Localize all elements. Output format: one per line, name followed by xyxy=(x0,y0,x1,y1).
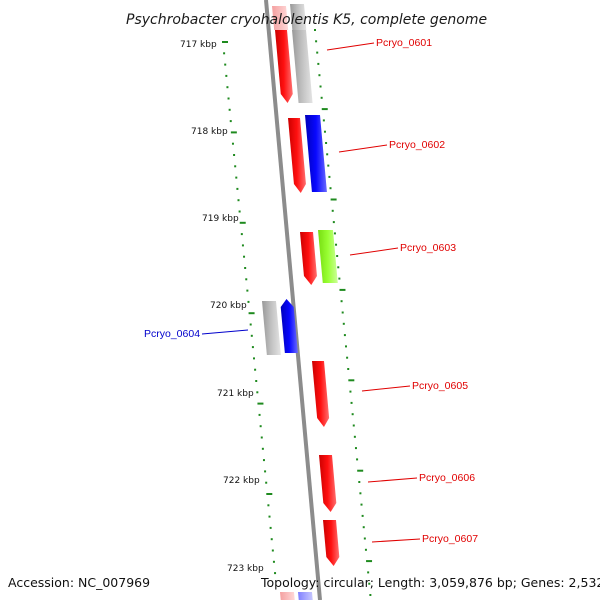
gene-label-pcryo-0604[interactable]: Pcryo_0604 xyxy=(144,328,200,340)
gene-arrow-pcryo-0601[interactable] xyxy=(275,30,293,103)
kbp-label: 719 kbp xyxy=(202,214,239,224)
label-leader-line xyxy=(371,538,421,543)
label-leader-line xyxy=(338,144,388,153)
kbp-label: 717 kbp xyxy=(180,40,217,50)
gene-feature-green[interactable] xyxy=(318,230,338,283)
gene-label-pcryo-0605[interactable]: Pcryo_0605 xyxy=(412,380,468,392)
gene-features xyxy=(262,4,340,600)
kbp-label: 722 kbp xyxy=(223,476,260,486)
topology-summary: Topology: circular; Length: 3,059,876 bp… xyxy=(260,575,600,590)
label-leader-lines xyxy=(201,42,421,543)
label-leader-line xyxy=(201,329,249,335)
gene-feature-grey[interactable] xyxy=(292,30,313,103)
kbp-label: 720 kbp xyxy=(210,301,247,311)
gene-labels: Pcryo_0601 Pcryo_0602 Pcryo_0603 Pcryo_0604… xyxy=(144,37,478,545)
gene-feature-grey[interactable] xyxy=(262,301,281,355)
gene-label-pcryo-0602[interactable]: Pcryo_0602 xyxy=(389,139,445,151)
kbp-label: 723 kbp xyxy=(227,564,264,574)
kbp-label: 721 kbp xyxy=(217,389,254,399)
gene-feature-partial[interactable] xyxy=(272,6,289,30)
gene-feature-partial[interactable] xyxy=(290,4,307,30)
label-leader-line xyxy=(326,42,375,51)
label-leader-line xyxy=(349,247,399,256)
gene-label-pcryo-0607[interactable]: Pcryo_0607 xyxy=(422,533,478,545)
kbp-label: 718 kbp xyxy=(191,127,228,137)
gene-label-pcryo-0603[interactable]: Pcryo_0603 xyxy=(400,242,456,254)
map-title: Psychrobacter cryohalolentis K5, complet… xyxy=(126,12,487,28)
gene-arrow-pcryo-0607[interactable] xyxy=(323,520,340,566)
tick-marks xyxy=(222,29,373,596)
accession-label: Accession: NC_007969 xyxy=(8,575,150,590)
label-leader-line xyxy=(367,477,418,483)
gene-feature-partial[interactable] xyxy=(280,592,295,600)
gene-label-pcryo-0606[interactable]: Pcryo_0606 xyxy=(419,472,475,484)
kbp-scale-labels: 717 kbp 718 kbp 719 kbp 720 kbp 721 kbp 722 k… xyxy=(180,40,264,574)
gene-arrow-pcryo-0604[interactable] xyxy=(280,299,298,353)
gene-feature-blue[interactable] xyxy=(305,115,327,192)
gene-label-pcryo-0601[interactable]: Pcryo_0601 xyxy=(376,37,432,49)
gene-arrow-pcryo-0603[interactable] xyxy=(300,232,317,285)
gene-feature-partial[interactable] xyxy=(298,592,313,600)
genome-backbone-line xyxy=(264,0,322,600)
gene-arrow-pcryo-0602[interactable] xyxy=(288,118,306,193)
gene-arrow-pcryo-0605[interactable] xyxy=(312,361,330,427)
label-leader-line xyxy=(361,385,411,392)
gene-arrow-pcryo-0606[interactable] xyxy=(319,455,337,512)
